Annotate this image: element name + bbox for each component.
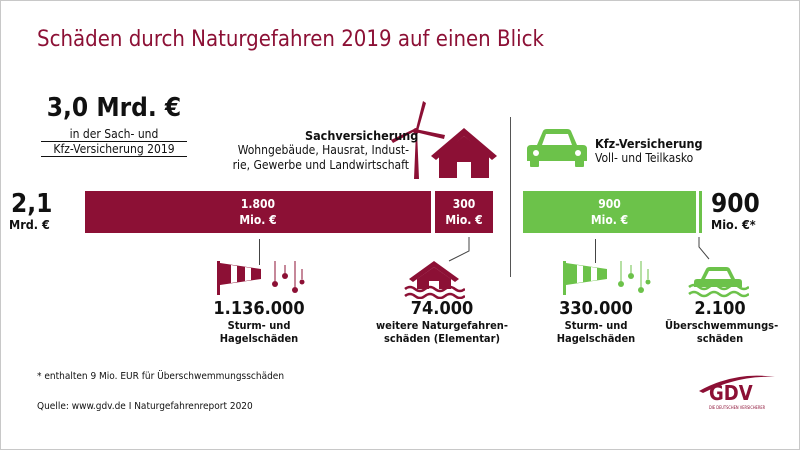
gdv-logo-swoosh: [699, 375, 775, 393]
flooded-house-icon: [404, 261, 465, 299]
sach-total-unit: Mrd. €: [9, 217, 50, 232]
total-underline: [41, 141, 187, 142]
sach-total-value: 2,1: [11, 189, 53, 219]
bar-kfz-storm: [523, 191, 696, 233]
connector-line-2: [448, 237, 470, 262]
count-label-3a: Sturm- und: [564, 319, 628, 332]
bar-label-unit: Mio. €: [239, 213, 277, 227]
total-sub-line1: in der Sach- und: [69, 127, 159, 141]
connector-line-1: [259, 239, 260, 265]
total-underline-2: [41, 156, 187, 157]
bar-label-value: 300: [452, 197, 476, 211]
count-label-1a: Sturm- und: [227, 319, 291, 332]
kfz-title: Kfz-Versicherung: [595, 136, 703, 151]
bar-sach-storm: [85, 191, 431, 233]
flooded-car-icon: [688, 267, 749, 298]
gdv-logo-text: GDV: [709, 381, 753, 405]
count-label-4b: schäden: [696, 332, 744, 345]
bar-label-value: 1.800: [240, 197, 276, 211]
bar-label-unit: Mio. €: [590, 213, 629, 227]
windsock-hail-icon: [217, 261, 305, 295]
bar-label-sach-elementar: 300 Mio. €: [435, 196, 493, 228]
total-value: 3,0 Mrd. €: [46, 93, 182, 123]
sach-title: Sachversicherung: [305, 128, 419, 143]
house-icon: [431, 128, 497, 178]
source: Quelle: www.gdv.de I Naturgefahrenreport…: [37, 401, 253, 412]
count-label-2a: weitere Naturgefahren-: [376, 319, 508, 332]
total-sub-line2: Kfz-Versicherung 2019: [53, 142, 175, 156]
count-value-4: 2.100: [694, 298, 746, 319]
gdv-logo: GDV DIE DEUTSCHEN VERSICHERER: [695, 369, 779, 413]
bar-label-unit: Mio. €: [445, 213, 483, 227]
bar-label-value: 900: [598, 197, 621, 211]
count-value-3: 330.000: [559, 298, 633, 319]
sach-desc-line2: rie, Gewerbe und Landwirtschaft: [232, 158, 409, 172]
count-label-1b: Hagelschäden: [219, 332, 299, 345]
kfz-total-unit: Mio. €*: [711, 217, 756, 232]
page-title: Schäden durch Naturgefahren 2019 auf ein…: [37, 27, 544, 52]
windsock-hail-icon-green: [563, 261, 651, 295]
sach-desc-line1: Wohngebäude, Hausrat, Indust-: [237, 143, 409, 157]
bar-label-kfz-storm: 900 Mio. €: [523, 196, 696, 228]
connector-line-4: [698, 237, 710, 260]
gdv-logo-subtext: DIE DEUTSCHEN VERSICHERER: [709, 405, 766, 410]
count-label-4a: Überschwemmungs-: [665, 319, 779, 332]
count-label-2b: schäden (Elementar): [383, 332, 501, 345]
divider-line: [510, 117, 511, 277]
count-value-1: 1.136.000: [213, 298, 305, 319]
count-label-3b: Hagelschäden: [556, 332, 636, 345]
connector-line-3: [595, 239, 596, 263]
bar-sach-elementar: [435, 191, 493, 233]
bar-label-sach-storm: 1.800 Mio. €: [85, 196, 431, 228]
footnote: * enthalten 9 Mio. EUR für Überschwemmun…: [37, 371, 285, 382]
wind-turbine-icon: [391, 101, 445, 179]
kfz-total-value: 900: [711, 189, 760, 219]
bar-kfz-flood: [699, 191, 702, 233]
car-icon: [527, 129, 587, 167]
count-value-2: 74.000: [410, 298, 474, 319]
kfz-desc: Voll- und Teilkasko: [595, 151, 694, 165]
